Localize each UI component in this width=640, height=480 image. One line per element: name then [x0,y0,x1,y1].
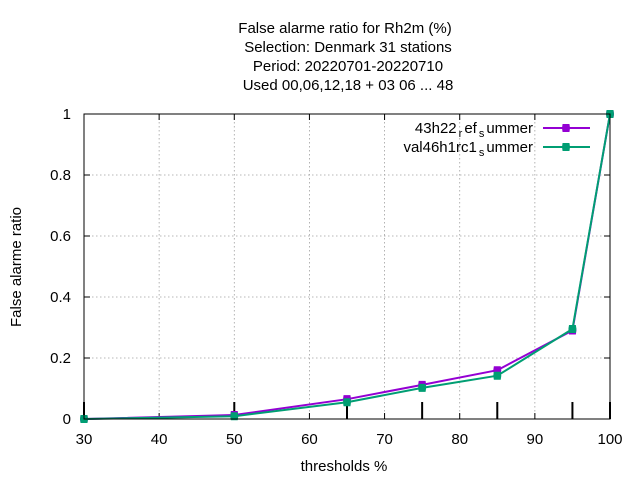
y-tick-label: 0.8 [50,167,71,184]
axis-ticks: 30 40 50 60 70 80 90 100 0 0.2 0.4 0.6 0.8 1 [50,106,622,448]
legend-label: val46h1rc1 s ummer [403,139,533,159]
x-tick-label: 70 [376,431,393,448]
y-tick-label: 0.6 [50,228,71,245]
x-tick-label: 60 [301,431,318,448]
x-tick-label: 80 [451,431,468,448]
x-axis-label: thresholds % [301,458,388,475]
legend-entry-2: val46h1rc1 s ummer [403,139,590,159]
legend-marker [561,143,571,151]
data-point [493,371,502,380]
title-line-1: False alarme ratio for Rh2m (%) [238,20,451,37]
series-1 [79,110,615,423]
legend-label-part: ef [464,120,477,137]
chart-title: False alarme ratio for Rh2m (%) Selectio… [238,20,453,94]
data-point [418,383,427,392]
x-tick-label: 90 [527,431,544,448]
plot-series [79,110,615,423]
data-point [230,412,239,421]
y-tick-label: 1 [63,106,71,123]
x-tick-label: 50 [226,431,243,448]
data-point [568,325,577,334]
x-tick-label: 30 [76,431,93,448]
legend-label: 43h22 r ef s ummer [415,120,533,140]
series-line [83,113,611,420]
legend-label-part: ummer [486,120,533,137]
data-point [342,398,352,407]
legend-label-part: s [479,128,485,140]
y-tick-label: 0.4 [50,289,71,306]
x-tick-label: 40 [151,431,168,448]
y-tick-label: 0.2 [50,350,71,367]
grid [84,114,610,419]
legend-label-part: val46h1rc1 [403,139,476,156]
plot-frame [83,113,611,420]
series-line [83,113,611,420]
title-line-4: Used 00,06,12,18 + 03 06 ... 48 [243,77,454,94]
y-tick-label: 0 [63,411,71,428]
legend-label-part: 43h22 [415,120,457,137]
legend-marker [561,124,571,132]
legend-label-part: s [479,147,485,159]
title-line-3: Period: 20220701-20220710 [253,58,443,75]
x-tick-label: 100 [597,431,622,448]
series-2 [79,110,615,423]
y-axis-label: False alarme ratio [8,207,25,327]
title-line-2: Selection: Denmark 31 stations [244,39,452,56]
legend-label-part: ummer [486,139,533,156]
legend-entry-1: 43h22 r ef s ummer [415,120,590,140]
legend-label-part: r [459,128,463,140]
